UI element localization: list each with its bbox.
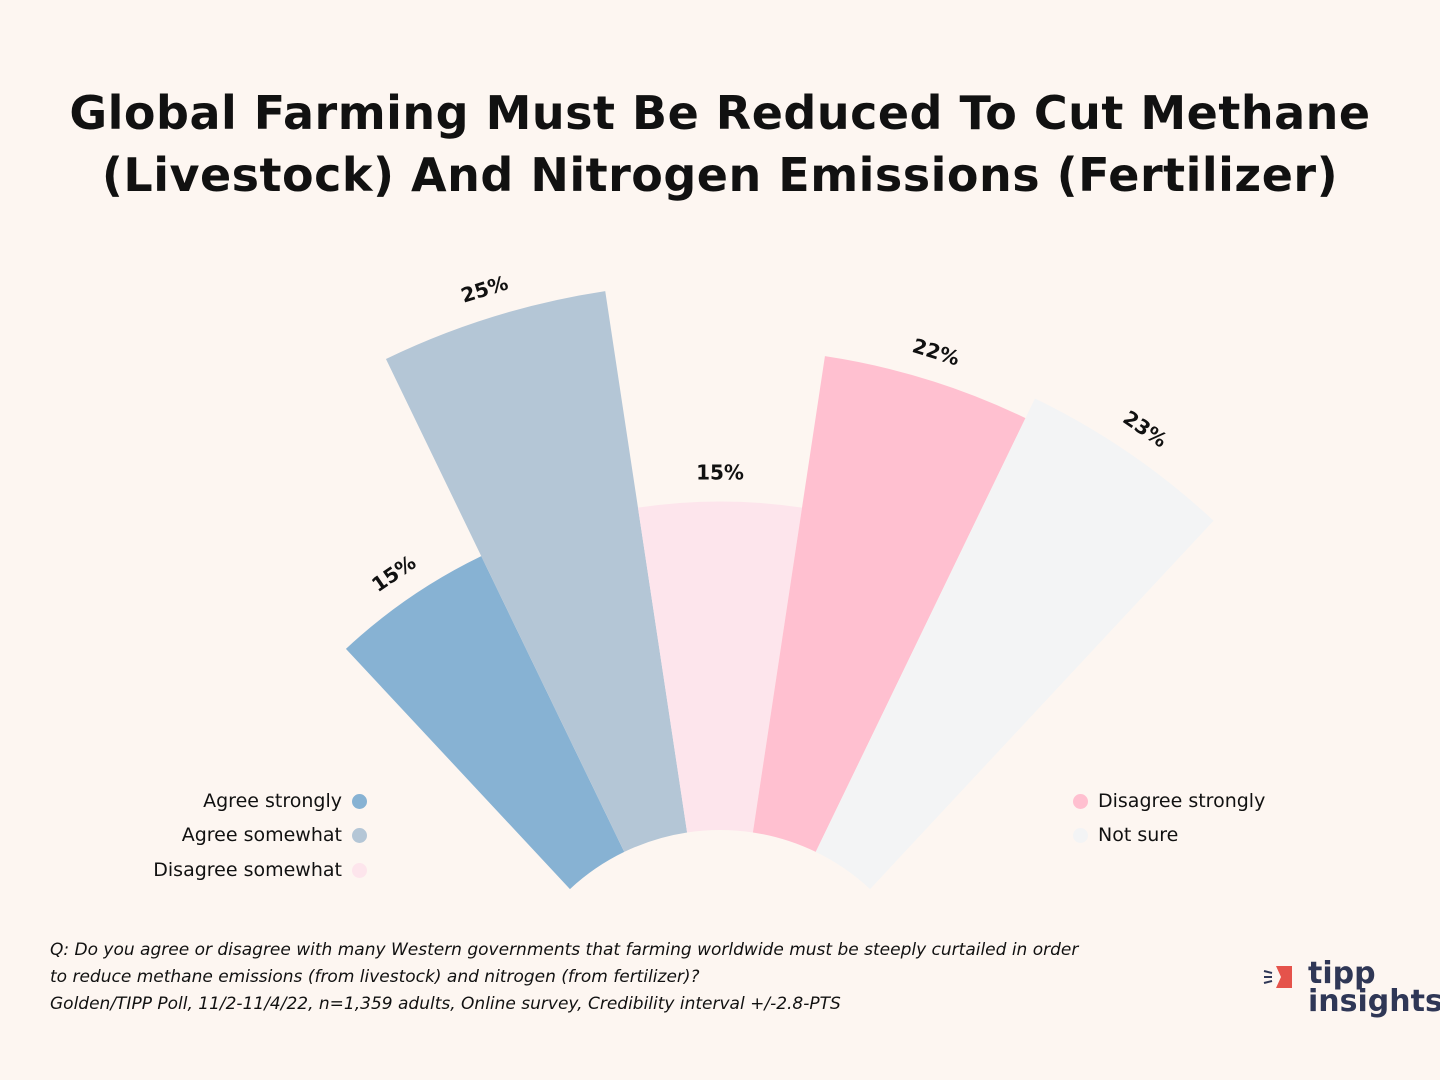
bar-not-sure xyxy=(815,398,1214,890)
legend-label: Disagree strongly xyxy=(1098,790,1266,812)
bar-disagree-somewhat xyxy=(637,501,803,833)
legend-dot-icon xyxy=(352,827,367,843)
legend-dot-icon xyxy=(1073,793,1088,809)
footnote-question-2: to reduce methane emissions (from livest… xyxy=(50,967,700,987)
footnote-source: Golden/TIPP Poll, 11/2-11/4/22, n=1,359 … xyxy=(50,994,841,1014)
legend-dot-icon xyxy=(352,862,367,878)
legend-label: Not sure xyxy=(1098,824,1179,846)
legend-label: Disagree somewhat xyxy=(153,859,342,881)
title-line-2: (Livestock) And Nitrogen Emissions (Fert… xyxy=(101,148,1339,202)
legend-dot-icon xyxy=(1073,827,1088,843)
legend-item-disagree-strongly: Disagree strongly xyxy=(1073,790,1265,812)
legend-label: Agree strongly xyxy=(203,790,342,812)
title-line-1: Global Farming Must Be Reduced To Cut Me… xyxy=(69,86,1371,140)
data-label: 25% xyxy=(458,271,511,308)
data-label: 15% xyxy=(367,550,420,597)
data-label: 23% xyxy=(1119,406,1172,453)
legend-item-agree-strongly: Agree strongly xyxy=(203,790,367,812)
legend-label: Agree somewhat xyxy=(181,824,342,846)
logo-text-tipp: tipp xyxy=(1308,956,1376,991)
footnote: Q: Do you agree or disagree with many We… xyxy=(50,937,1078,1018)
logo-flag-icon xyxy=(1263,966,1292,988)
logo-text-insights: insights xyxy=(1308,984,1440,1019)
bar-agree-strongly xyxy=(345,556,625,890)
footnote-question-1: Q: Do you agree or disagree with many We… xyxy=(50,940,1079,960)
legend-item-agree-somewhat: Agree somewhat xyxy=(182,824,367,846)
legend-dot-icon xyxy=(352,793,367,809)
chart-title: Global Farming Must Be Reduced To Cut Me… xyxy=(0,82,1440,206)
data-label: 22% xyxy=(910,333,963,370)
bar-disagree-strongly xyxy=(752,356,1026,852)
tipp-insights-logo: tipp insights xyxy=(1262,956,1440,1020)
bar-agree-somewhat xyxy=(385,291,688,852)
data-label: 15% xyxy=(696,461,744,485)
legend-item-not-sure: Not sure xyxy=(1073,824,1178,846)
legend-item-disagree-somewhat: Disagree somewhat xyxy=(153,859,367,881)
